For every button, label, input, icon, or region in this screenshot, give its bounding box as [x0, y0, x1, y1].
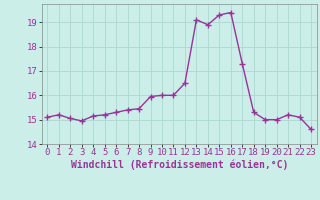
X-axis label: Windchill (Refroidissement éolien,°C): Windchill (Refroidissement éolien,°C)	[70, 160, 288, 170]
